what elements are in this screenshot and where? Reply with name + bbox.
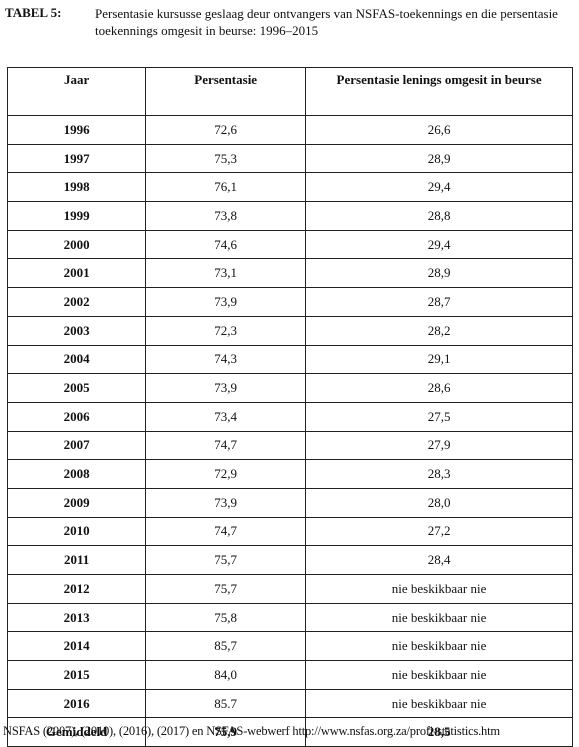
table-row: 2013 75,8 nie beskikbaar nie xyxy=(6,602,573,633)
value-cell: 73,9 xyxy=(145,487,307,518)
value-cell: 26,6 xyxy=(305,115,573,145)
average-label: Gemiddeld xyxy=(6,717,147,747)
average-cell: 75,9 xyxy=(145,717,307,747)
table-row: 2010 74,7 27,2 xyxy=(6,516,573,547)
value-cell: 85.7 xyxy=(145,688,307,719)
value-cell: 28,8 xyxy=(305,201,573,231)
table-row: 2008 72,9 28,3 xyxy=(6,459,573,489)
value-cell: 74,6 xyxy=(145,229,307,260)
table-row: 2009 73,9 28,0 xyxy=(6,487,573,518)
year-cell: 1996 xyxy=(6,115,147,145)
value-cell: 27,2 xyxy=(305,516,573,547)
value-cell: nie beskikbaar nie xyxy=(305,574,573,604)
year-cell: 2009 xyxy=(6,487,147,518)
table-row: 2006 73,4 27,5 xyxy=(6,401,573,432)
value-cell: 73,1 xyxy=(145,258,307,289)
year-cell: 2015 xyxy=(6,660,147,690)
table-row: 2012 75,7 nie beskikbaar nie xyxy=(6,574,573,604)
value-cell: 28,4 xyxy=(305,545,573,575)
value-cell: 75,3 xyxy=(145,143,307,174)
value-cell: 28,6 xyxy=(305,373,573,403)
year-cell: 1997 xyxy=(6,143,147,174)
table-row: 2015 84,0 nie beskikbaar nie xyxy=(6,660,573,690)
header-row: Jaar Persentasie Persentasie lenings omges… xyxy=(6,67,573,116)
year-cell: 2011 xyxy=(6,545,147,575)
value-cell: 85,7 xyxy=(145,631,307,662)
value-cell: 75,7 xyxy=(145,574,307,604)
value-cell: 84,0 xyxy=(145,660,307,690)
value-cell: nie beskikbaar nie xyxy=(305,602,573,633)
data-table: Jaar Persentasie Persentasie lenings omges… xyxy=(6,67,573,747)
table-row: 2016 85.7 nie beskikbaar nie xyxy=(6,688,573,719)
value-cell: 73,8 xyxy=(145,201,307,231)
value-cell: 27,5 xyxy=(305,401,573,432)
value-cell: 75,8 xyxy=(145,602,307,633)
year-cell: 2008 xyxy=(6,459,147,489)
year-cell: 2014 xyxy=(6,631,147,662)
table-row: 2007 74,7 27,9 xyxy=(6,430,573,461)
value-cell: nie beskikbaar nie xyxy=(305,688,573,719)
table-row: 2002 73,9 28,7 xyxy=(6,287,573,317)
value-cell: nie beskikbaar nie xyxy=(305,660,573,690)
value-cell: 28,0 xyxy=(305,487,573,518)
year-cell: 2000 xyxy=(6,229,147,260)
value-cell: 28,9 xyxy=(305,258,573,289)
value-cell: 75,7 xyxy=(145,545,307,575)
year-cell: 2005 xyxy=(6,373,147,403)
table-title: Persentasie kursusse geslaag deur ontvan… xyxy=(95,6,558,38)
column-header: Persentasie lenings omgesit in beurse xyxy=(305,67,573,116)
table-row: 1997 75,3 28,9 xyxy=(6,143,573,174)
value-cell: 29,1 xyxy=(305,344,573,375)
year-cell: 2004 xyxy=(6,344,147,375)
year-cell: 1998 xyxy=(6,172,147,203)
table-row: 2011 75,7 28,4 xyxy=(6,545,573,575)
table-body: 1996 72,6 26,6 1997 75,3 28,9 1998 76,1 29,4 1999… xyxy=(6,115,573,747)
table-row: 2014 85,7 nie beskikbaar nie xyxy=(6,631,573,662)
table-row: 1999 73,8 28,8 xyxy=(6,201,573,231)
value-cell: 28,3 xyxy=(305,459,573,489)
table-row: 2000 74,6 29,4 xyxy=(6,229,573,260)
value-cell: 76,1 xyxy=(145,172,307,203)
year-cell: 1999 xyxy=(6,201,147,231)
year-cell: 2006 xyxy=(6,401,147,432)
value-cell: 74,3 xyxy=(145,344,307,375)
column-header: Persentasie xyxy=(145,67,307,116)
table-row: 2004 74,3 29,1 xyxy=(6,344,573,375)
footnote: NSFAS (2007), (2010), (2016), (2017) en … xyxy=(3,724,500,738)
value-cell: 73,9 xyxy=(145,373,307,403)
value-cell: 72,9 xyxy=(145,459,307,489)
value-cell: 72,6 xyxy=(145,115,307,145)
year-cell: 2010 xyxy=(6,516,147,547)
year-cell: 2016 xyxy=(6,688,147,719)
table-row: 1998 76,1 29,4 xyxy=(6,172,573,203)
table-row: 2001 73,1 28,9 xyxy=(6,258,573,289)
year-cell: 2001 xyxy=(6,258,147,289)
year-cell: 2007 xyxy=(6,430,147,461)
table-row: 2003 72,3 28,2 xyxy=(6,315,573,346)
year-cell: 2012 xyxy=(6,574,147,604)
table-row: 2005 73,9 28,6 xyxy=(6,373,573,403)
value-cell: nie beskikbaar nie xyxy=(305,631,573,662)
average-row: Gemiddeld 75,9 28,5 xyxy=(6,717,573,747)
value-cell: 29,4 xyxy=(305,172,573,203)
table-label: TABEL 5: xyxy=(5,5,62,20)
year-cell: 2003 xyxy=(6,315,147,346)
value-cell: 73,9 xyxy=(145,287,307,317)
value-cell: 28,9 xyxy=(305,143,573,174)
year-cell: 2002 xyxy=(6,287,147,317)
value-cell: 27,9 xyxy=(305,430,573,461)
value-cell: 72,3 xyxy=(145,315,307,346)
value-cell: 74,7 xyxy=(145,516,307,547)
value-cell: 28,2 xyxy=(305,315,573,346)
value-cell: 73,4 xyxy=(145,401,307,432)
column-header: Jaar xyxy=(6,67,147,116)
year-cell: 2013 xyxy=(6,602,147,633)
table-row: 1996 72,6 26,6 xyxy=(6,115,573,145)
value-cell: 28,7 xyxy=(305,287,573,317)
average-cell: 28,5 xyxy=(305,717,573,747)
value-cell: 29,4 xyxy=(305,229,573,260)
value-cell: 74,7 xyxy=(145,430,307,461)
